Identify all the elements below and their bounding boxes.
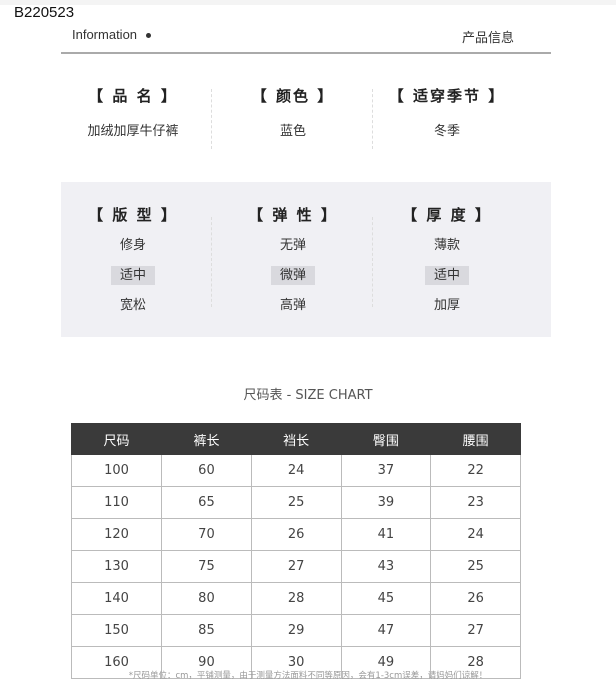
- table-cell: 150: [70, 614, 163, 647]
- product-detail-page: Information 产品信息 【 品 名 】加绒加厚牛仔裤 【 颜色 】蓝色…: [0, 5, 616, 696]
- table-cell: 29: [250, 614, 342, 647]
- basic-label: 【 品 名 】: [88, 87, 178, 105]
- table-cell: 85: [161, 614, 252, 647]
- attribute-option-selected: 适中: [110, 266, 155, 285]
- table-cell: 100: [70, 454, 163, 487]
- table-cell: 23: [430, 486, 521, 519]
- separator: [211, 217, 212, 307]
- table-cell: 24: [250, 454, 342, 487]
- table-cell: 28: [250, 582, 342, 615]
- basic-season: 【 适穿季节 】冬季: [372, 85, 522, 139]
- bullet-icon: [146, 33, 152, 39]
- size-note: *尺码单位：cm，平铺测量，由于测量方法面料不同等原因，会有1-3cm误差，请妈…: [128, 671, 488, 681]
- information-heading: Information: [72, 27, 152, 42]
- column-header: 臀围: [340, 423, 432, 455]
- table-row: 150 85 29 47 27: [70, 614, 521, 647]
- table-cell: 49: [340, 646, 432, 679]
- attribute-option-selected: 微弹: [270, 266, 315, 285]
- basic-label: 【 适穿季节 】: [388, 87, 506, 105]
- attribute-group: 【 版 型 】修身适中宽松: [58, 204, 208, 315]
- product-info-title: 产品信息: [461, 31, 514, 46]
- basic-info-row: 【 品 名 】加绒加厚牛仔裤 【 颜色 】蓝色 【 适穿季节 】冬季: [61, 85, 551, 155]
- attributes-panel: 【 版 型 】修身 适中 宽松【 弹 性 】无弹 微弹 高弹【 厚 度 】薄款 适中 加厚: [61, 182, 551, 337]
- separator: [211, 89, 212, 149]
- table-header-row: 尺码 裤长 裆长 臀围 腰围: [70, 423, 521, 455]
- table-cell: 120: [70, 518, 163, 551]
- size-chart-title: 尺码表 - SIZE CHART: [243, 388, 373, 403]
- attribute-option: 修身: [119, 238, 146, 253]
- table-cell: 22: [430, 454, 521, 487]
- size-chart-table: 尺码 裤长 裆长 臀围 腰围 100 60 24 37 22 110 65 25 39 23 120 70 26…: [70, 423, 521, 679]
- table-cell: 80: [161, 582, 252, 615]
- attribute-label: 【 弹 性 】: [248, 206, 338, 224]
- attribute-option-selected: 适中: [424, 266, 469, 285]
- table-row: 100 60 24 37 22: [70, 454, 521, 487]
- table-cell: 41: [340, 518, 432, 551]
- basic-value: 冬季: [433, 124, 460, 139]
- basic-color: 【 颜色 】蓝色: [218, 85, 368, 139]
- column-header: 裤长: [161, 423, 252, 455]
- table-cell: 39: [340, 486, 432, 519]
- table-cell: 26: [430, 582, 521, 615]
- table-row: 140 80 28 45 26: [70, 582, 521, 615]
- attribute-option: 加厚: [433, 298, 460, 313]
- column-header: 腰围: [430, 423, 521, 455]
- table-cell: 28: [430, 646, 521, 679]
- table-cell: 27: [250, 550, 342, 583]
- table-cell: 70: [161, 518, 252, 551]
- basic-value: 蓝色: [279, 124, 306, 139]
- column-header: 裆长: [250, 423, 342, 455]
- table-cell: 25: [430, 550, 521, 583]
- table-cell: 60: [161, 454, 252, 487]
- basic-name: 【 品 名 】加绒加厚牛仔裤: [58, 85, 208, 139]
- product-code: B220523: [14, 4, 75, 21]
- table-cell: 45: [340, 582, 432, 615]
- information-label: Information: [72, 27, 138, 42]
- attribute-option: 宽松: [119, 298, 146, 313]
- table-cell: 90: [161, 646, 252, 679]
- table-cell: 27: [430, 614, 521, 647]
- table-cell: 75: [161, 550, 252, 583]
- basic-value: 加绒加厚牛仔裤: [87, 124, 179, 139]
- table-cell: 140: [70, 582, 163, 615]
- table-row: 120 70 26 41 24: [70, 518, 521, 551]
- table-cell: 65: [161, 486, 252, 519]
- table-cell: 25: [250, 486, 342, 519]
- table-cell: 43: [340, 550, 432, 583]
- attribute-label: 【 版 型 】: [88, 206, 178, 224]
- table-row: 130 75 27 43 25: [70, 550, 521, 583]
- attribute-option: 薄款: [433, 238, 460, 253]
- column-header: 尺码: [70, 423, 163, 455]
- attribute-option: 高弹: [279, 298, 306, 313]
- attribute-label: 【 厚 度 】: [402, 206, 492, 224]
- divider: [61, 52, 551, 54]
- table-row: 160 90 30 49 28: [70, 646, 521, 679]
- separator: [372, 217, 373, 307]
- table-cell: 160: [70, 646, 163, 679]
- table-cell: 47: [340, 614, 432, 647]
- table-cell: 30: [250, 646, 342, 679]
- attribute-option: 无弹: [279, 238, 306, 253]
- table-cell: 110: [70, 486, 163, 519]
- table-row: 110 65 25 39 23: [70, 486, 521, 519]
- table-cell: 37: [340, 454, 432, 487]
- attribute-group: 【 厚 度 】薄款适中加厚: [372, 204, 522, 315]
- attribute-group: 【 弹 性 】无弹微弹高弹: [218, 204, 368, 315]
- table-cell: 130: [70, 550, 163, 583]
- table-cell: 24: [430, 518, 521, 551]
- basic-label: 【 颜色 】: [251, 87, 335, 105]
- table-cell: 26: [250, 518, 342, 551]
- separator: [372, 89, 373, 149]
